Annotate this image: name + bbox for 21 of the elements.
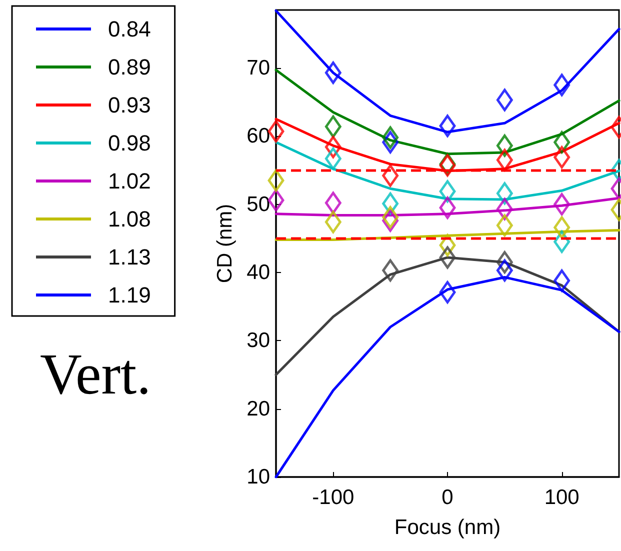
x-axis-title: Focus (nm)	[394, 516, 501, 539]
legend-label: 1.02	[108, 168, 151, 194]
y-tick-label: 20	[246, 397, 270, 420]
legend-label: 0.84	[108, 16, 151, 42]
y-tick-label: 10	[246, 466, 270, 488]
x-tick-label: 100	[544, 486, 580, 509]
y-tick-label: 40	[246, 260, 270, 284]
text: Vert.	[40, 342, 152, 406]
legend-label: 0.93	[108, 92, 151, 118]
y-axis-title: CD (nm)	[214, 204, 237, 284]
legend-label: 1.13	[108, 244, 151, 270]
legend-label: 0.89	[108, 54, 151, 80]
y-tick-label: 30	[246, 329, 270, 352]
y-tick-label: 70	[246, 56, 270, 80]
legend-label: 0.98	[108, 130, 151, 156]
y-tick-label: 50	[246, 192, 270, 216]
legend-label: 1.19	[108, 282, 151, 308]
y-tick-label: 60	[246, 124, 270, 148]
legend-label: 1.08	[108, 206, 151, 232]
x-tick-label: 0	[442, 486, 454, 509]
x-tick-label: -100	[312, 486, 354, 509]
